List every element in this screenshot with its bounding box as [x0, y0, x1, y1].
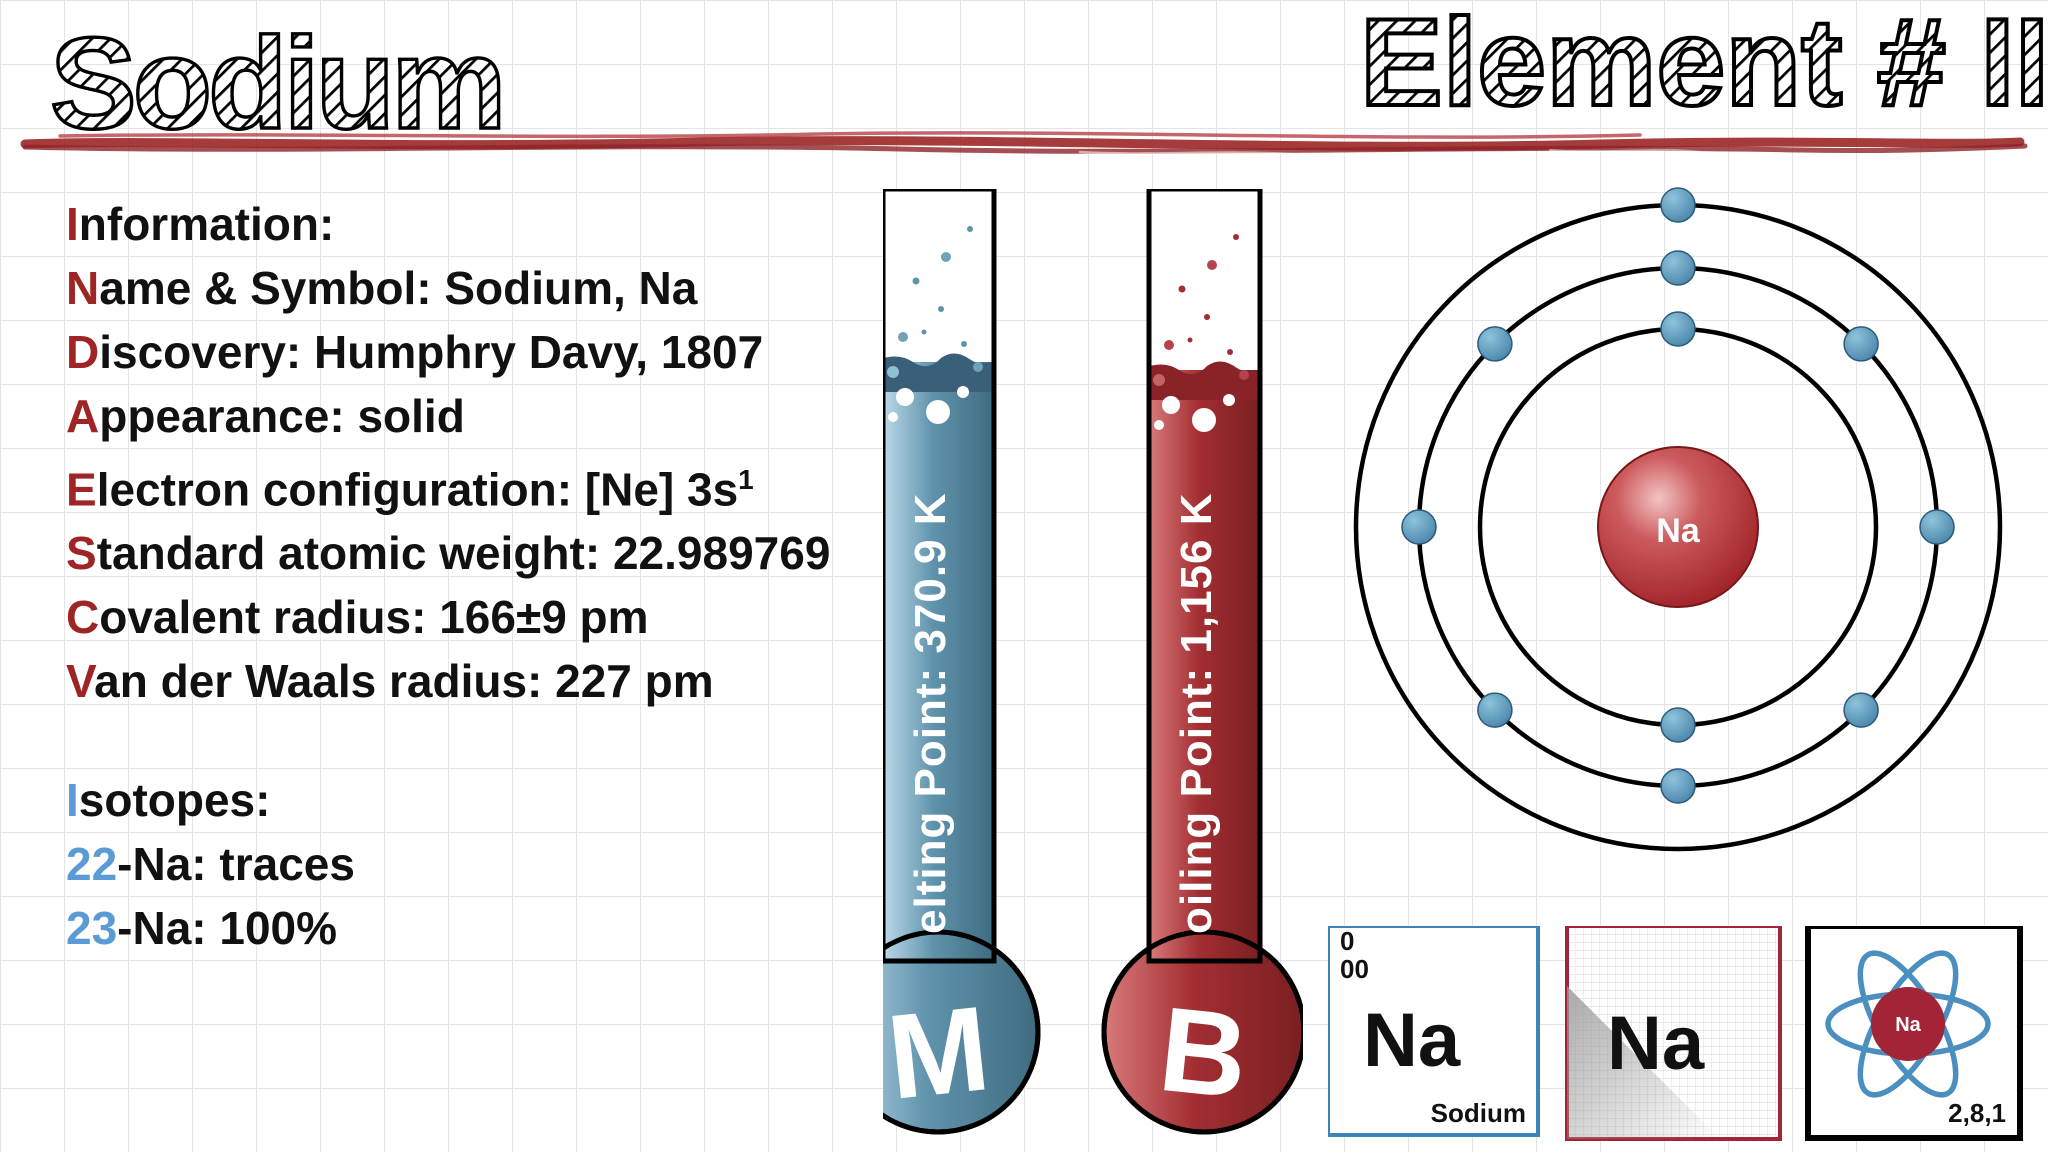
svg-text:Na: Na: [1363, 998, 1461, 1083]
svg-text:00: 00: [1340, 954, 1369, 984]
svg-text:Na: Na: [1895, 1014, 1921, 1036]
svg-text:Sodium: Sodium: [1431, 1098, 1526, 1128]
svg-text:Na: Na: [1607, 1001, 1705, 1086]
svg-text:0: 0: [1340, 926, 1354, 956]
svg-text:2,8,1: 2,8,1: [1948, 1098, 2006, 1128]
svg-text:Na: Na: [1656, 512, 1701, 550]
